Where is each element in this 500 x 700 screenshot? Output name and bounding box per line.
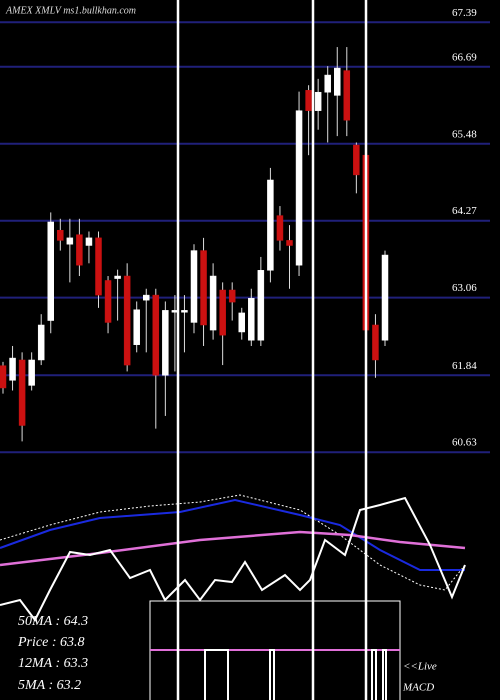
candle-body	[133, 309, 140, 345]
candle-body	[57, 229, 64, 241]
candle-body	[381, 254, 389, 341]
candle-body	[0, 365, 7, 389]
y-tick-label: 65.48	[452, 128, 477, 140]
candle-body	[104, 280, 112, 323]
candle-body	[276, 215, 284, 241]
candle-body	[200, 250, 207, 326]
indicator-lines	[0, 494, 466, 622]
info-line: 5MA : 63.2	[18, 678, 81, 693]
ma-line-pink	[0, 530, 466, 567]
ma-line-white-dotted	[0, 494, 466, 591]
candle-body	[324, 74, 331, 93]
candle-body	[95, 237, 102, 296]
candle-body	[305, 90, 312, 111]
candle-body	[353, 144, 360, 176]
candle-body	[219, 289, 226, 336]
candle-body	[209, 275, 217, 331]
candle-body	[228, 289, 236, 303]
candle-body	[295, 110, 303, 266]
candles-layer	[0, 47, 389, 442]
candle-body	[114, 275, 121, 279]
candle-body	[372, 324, 379, 361]
candle-body	[190, 250, 198, 323]
candle-body	[143, 294, 150, 301]
candle-body	[123, 275, 131, 366]
y-tick-label: 61.84	[452, 360, 477, 372]
candle-body	[162, 310, 169, 376]
candle-body	[286, 240, 293, 246]
candle-body	[267, 179, 274, 271]
candle-body	[334, 67, 341, 96]
grid-layer	[0, 21, 490, 454]
candle-body	[248, 298, 255, 341]
indicator-label: MACD	[402, 682, 434, 694]
y-tick-label: 60.63	[452, 437, 477, 449]
macd-panel	[149, 600, 401, 700]
info-line: Price : 63.8	[17, 635, 84, 650]
candle-body	[28, 359, 35, 386]
candle-body	[47, 221, 54, 321]
candle-body	[343, 70, 351, 121]
candle-body	[152, 294, 160, 376]
candle-body	[18, 359, 26, 426]
info-line: 12MA : 63.3	[18, 656, 88, 671]
macd-line	[0, 496, 466, 622]
macd-box	[149, 600, 401, 700]
vertical-markers	[176, 0, 368, 700]
y-tick-label: 66.69	[452, 51, 477, 63]
candle-body	[238, 312, 245, 333]
live-label: <<Live	[403, 661, 437, 673]
candle-body	[76, 234, 83, 266]
chart-title: AMEX XMLV ms1.bullkhan.com	[5, 5, 136, 16]
candle-body	[181, 310, 188, 313]
info-line: 50MA : 64.3	[18, 614, 88, 629]
candle-body	[9, 357, 16, 381]
candle-body	[85, 237, 93, 246]
y-tick-label: 67.39	[452, 7, 477, 19]
ma-line-blue	[0, 498, 465, 571]
candle-body	[66, 237, 74, 245]
y-tick-label: 63.06	[452, 282, 477, 294]
candle-body	[314, 91, 322, 111]
candle-body	[37, 324, 45, 361]
candle-body	[257, 270, 265, 341]
y-tick-label: 64.27	[452, 205, 477, 217]
macd-histogram	[204, 649, 387, 700]
